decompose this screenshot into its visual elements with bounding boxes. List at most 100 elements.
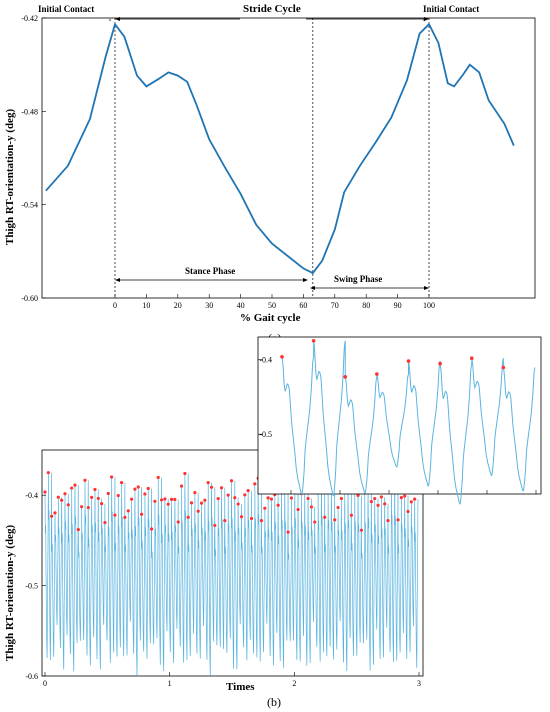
panel-b-series-peak-marker [406, 509, 410, 514]
panel-a-phase-markers [108, 18, 430, 298]
panel-a: -0.42 -0.48 -0.54 -0.60 0 10 20 30 40 50 60 70 80 90… [4, 3, 536, 345]
panel-b-series-peak-marker [289, 496, 294, 500]
panel-b: -0.4 -0.5 -0.6 0 1 2 3 Times Thigh RT-orienta… [4, 336, 542, 709]
panel-b-series-peak-marker [306, 496, 310, 501]
inset-x-ticks [290, 490, 537, 494]
panel-b-series-peak-marker [126, 509, 130, 513]
panel-b-series-peak-marker [50, 514, 54, 518]
caption-b: (b) [267, 695, 281, 709]
panel-a-x-tick-label: 0 [113, 301, 117, 310]
panel-b-series-peak-marker [176, 520, 180, 524]
panel-b-series-peak-marker [56, 495, 60, 499]
panel-b-series-peak-marker [383, 502, 387, 506]
panel-b-peaks [43, 471, 417, 534]
panel-b-series-peak-marker [146, 486, 150, 491]
panel-a-y-ticks: -0.42 -0.48 -0.54 -0.60 [21, 14, 46, 303]
panel-b-series-peak-marker [213, 523, 217, 528]
panel-b-series-peak-marker [139, 512, 144, 516]
panel-b-series-peak-marker [159, 498, 164, 502]
panel-b-series-peak-marker [313, 520, 317, 524]
inset-series-peak-marker [311, 339, 316, 343]
panel-b-series-peak-marker [229, 479, 234, 483]
stance-arrowhead-left [115, 278, 120, 282]
panel-a-x-tick-label: 70 [331, 301, 339, 310]
panel-a-contact-dot [108, 18, 112, 22]
panel-b-series-peak-marker [90, 495, 94, 499]
panel-a-x-tick-label: 80 [362, 301, 370, 310]
panel-b-series-peak-marker [399, 495, 403, 500]
panel-b-series-peak-marker [206, 481, 210, 485]
label-stride-cycle: Stride Cycle [243, 3, 301, 15]
panel-b-series-peak-marker [110, 475, 114, 479]
inset-series-peak-marker [438, 361, 442, 366]
panel-b-series-peak-marker [386, 519, 390, 523]
panel-b-series-peak-marker [169, 497, 174, 502]
panel-b-series-peak-marker [246, 489, 250, 493]
panel-b-series-peak-marker [76, 528, 80, 532]
panel-a-y-tick-label: -0.54 [21, 201, 38, 210]
panel-b-series-peak-marker [163, 497, 167, 501]
panel-a-series-line [45, 22, 515, 275]
panel-b-series-peak-marker [336, 505, 340, 510]
inset-peaks [280, 339, 506, 379]
panel-a-y-tick-label: -0.48 [21, 107, 38, 116]
panel-b-series-peak-marker [236, 502, 240, 506]
panel-b-series-peak-marker [116, 493, 120, 498]
panel-b-series-peak-marker [203, 498, 207, 502]
panel-b-series-peak-marker [83, 478, 87, 482]
panel-b-x-axis-label: Times [226, 681, 255, 693]
panel-b-x-tick-label: 1 [168, 679, 172, 688]
panel-a-x-tick-label: 40 [237, 301, 245, 310]
panel-b-series-peak-marker [409, 500, 413, 504]
inset-series-peak-marker [280, 354, 284, 359]
inset-series-peak-marker [501, 365, 506, 370]
panel-b-series-peak-marker [243, 493, 247, 497]
panel-a-x-tick-label: 30 [205, 301, 213, 310]
panel-b-series-peak-marker [153, 499, 157, 503]
inset-series-peak-marker [406, 359, 411, 363]
panel-b-series-peak-marker [263, 506, 267, 510]
panel-b-x-tick-label: 2 [292, 679, 296, 688]
panel-b-series-peak-marker [309, 505, 314, 509]
stride-arrowhead-right [424, 17, 429, 21]
inset-series-peak-marker [469, 356, 474, 361]
panel-b-series-peak-marker [156, 475, 160, 480]
panel-b-series-peak-marker [186, 515, 190, 519]
panel-b-series-peak-marker [269, 497, 274, 501]
panel-b-series-peak-marker [133, 487, 137, 491]
panel-b-series-peak-marker [43, 490, 47, 494]
panel-b-x-tick-label: 3 [417, 679, 421, 688]
panel-b-series-peak-marker [223, 518, 227, 523]
panel-a-x-tick-label: 60 [299, 301, 307, 310]
panel-b-series-peak-marker [179, 484, 184, 488]
panel-a-x-tick-label: 10 [142, 301, 150, 310]
panel-b-series-peak-marker [376, 503, 380, 507]
panel-b-series-peak-marker [349, 513, 353, 517]
panel-b-series-peak-marker [249, 516, 254, 521]
inset-y-tick-label: -0.4 [259, 355, 272, 364]
panel-b-series-peak-marker [233, 496, 237, 500]
panel-b-series-peak-marker [63, 492, 67, 496]
panel-b-plot-frame [41, 449, 424, 677]
panel-b-series-peak-marker [93, 487, 97, 492]
panel-b-series-peak-marker [216, 497, 220, 501]
panel-a-y-axis-label: Thigh RT-orientation-y (deg) [4, 109, 16, 245]
panel-b-series-peak-marker [339, 496, 344, 501]
panel-b-y-tick-label: -0.6 [25, 672, 38, 681]
panel-b-series-peak-marker [276, 503, 280, 507]
panel-b-series-peak-marker [123, 515, 127, 519]
panel-b-y-ticks: -0.4 -0.5 -0.6 [25, 491, 46, 681]
panel-b-series-peak-marker [53, 511, 57, 515]
inset-series-peak-marker [375, 372, 379, 376]
panel-b-series-peak-marker [193, 491, 197, 495]
panel-b-series [44, 472, 419, 676]
panel-b-series-peak-marker [136, 485, 140, 489]
panel-b-series-peak-marker [113, 513, 117, 517]
panel-b-series-peak-marker [103, 520, 107, 525]
label-swing-phase: Swing Phase [334, 274, 382, 284]
panel-a-plot-frame [41, 17, 536, 299]
panel-b-series-peak-marker [73, 483, 77, 487]
panel-b-series-peak-marker [373, 496, 377, 501]
panel-b-series-peak-marker [413, 497, 417, 501]
panel-b-series-peak-marker [219, 486, 224, 490]
